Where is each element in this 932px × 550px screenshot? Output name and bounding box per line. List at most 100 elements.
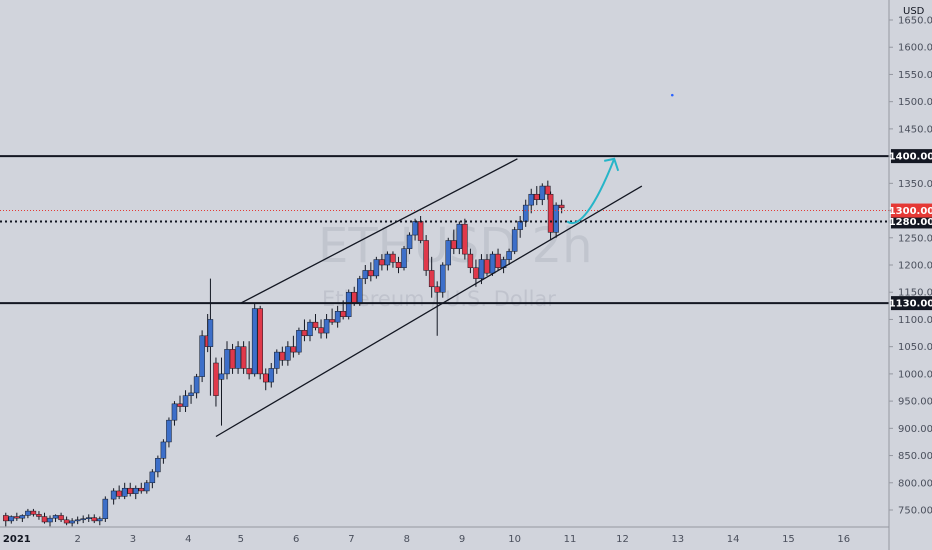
candle: [445, 237, 452, 271]
candle: [257, 305, 263, 380]
candle-body: [301, 330, 308, 337]
candle: [495, 248, 501, 271]
price-tag-label: 1400.00: [889, 152, 932, 163]
x-tick-label: 13: [671, 534, 684, 545]
candle: [58, 512, 64, 522]
candle: [362, 265, 369, 285]
candle-body: [434, 286, 440, 293]
candle-body: [52, 515, 59, 519]
candle-body: [199, 335, 205, 377]
y-tick-label: 1050.00: [898, 342, 932, 353]
candle-body: [290, 346, 297, 353]
channel-trendline[interactable]: [240, 158, 518, 304]
candle: [207, 278, 214, 396]
candle-body: [166, 419, 172, 443]
candle: [155, 455, 161, 478]
candle: [97, 516, 103, 526]
candle-body: [193, 376, 200, 394]
candle-body: [138, 487, 145, 492]
candle-body: [340, 311, 346, 317]
candle: [384, 251, 391, 271]
candle-body: [473, 267, 479, 279]
trendlines-layer: [215, 158, 643, 438]
candle: [484, 254, 490, 276]
candle-body: [19, 515, 26, 519]
x-tick-label: 9: [459, 534, 465, 545]
candle-body: [41, 516, 48, 523]
candle-body: [149, 471, 156, 484]
candle: [345, 289, 352, 320]
candle: [279, 346, 286, 366]
candle-body: [240, 346, 247, 369]
candle: [478, 254, 485, 285]
marker-dot: [670, 93, 674, 97]
candle-body: [495, 253, 501, 268]
candle: [133, 485, 139, 500]
y-tick-label: 1350.00: [898, 179, 932, 190]
candle: [229, 343, 236, 374]
x-tick-label: 10: [508, 534, 521, 545]
y-tick-label: 1500.00: [898, 97, 932, 108]
x-tick-label: 11: [564, 534, 577, 545]
candle-body: [133, 487, 139, 494]
candle-body: [511, 229, 518, 252]
candle: [41, 512, 48, 524]
x-tick-label: 7: [348, 534, 354, 545]
price-tag-bg: [891, 214, 932, 229]
y-tick-label: 750.00: [898, 506, 932, 517]
projection-arrow[interactable]: [566, 158, 616, 224]
candle: [368, 262, 374, 282]
y-tick-label: 1150.00: [898, 288, 932, 299]
candle-body: [539, 185, 546, 200]
candle-body: [558, 204, 565, 209]
candle: [14, 512, 20, 521]
candle-body: [85, 517, 92, 519]
time-axis[interactable]: 2021 2 3 4 5 6 7 8 9 10 11 12 13 14 15 16: [3, 534, 850, 545]
candle: [138, 482, 145, 494]
candle-body: [8, 516, 15, 522]
candle: [110, 488, 117, 505]
candle: [25, 508, 31, 519]
candle-body: [451, 240, 457, 249]
candle: [456, 221, 463, 255]
price-tag: 1400.00: [889, 149, 932, 164]
candle-body: [329, 319, 335, 323]
candle: [262, 368, 269, 391]
candle-body: [439, 264, 446, 293]
candle: [218, 357, 225, 426]
candle-body: [384, 253, 391, 266]
candle: [91, 514, 98, 524]
candle: [246, 341, 252, 380]
y-tick-label: 1650.00: [898, 16, 932, 27]
candle-body: [506, 251, 512, 260]
candle: [224, 341, 230, 380]
candle-body: [334, 311, 341, 323]
levels-layer: [0, 155, 889, 305]
candle: [85, 514, 92, 522]
candle-body: [25, 510, 31, 516]
x-tick-label: 15: [782, 534, 795, 545]
price-tag-bg: [891, 203, 932, 218]
candle-body: [357, 278, 363, 304]
price-tag: 1300.00: [889, 203, 932, 218]
candle-body: [428, 270, 435, 288]
candle: [467, 248, 474, 274]
price-tag-label: 1280.00: [889, 217, 932, 228]
candle-body: [262, 373, 269, 383]
candle-body: [110, 490, 117, 500]
candle: [506, 248, 512, 265]
candle-body: [528, 193, 534, 206]
candle: [323, 314, 330, 339]
candle-body: [116, 490, 122, 497]
price-tag-bg: [891, 149, 932, 164]
x-tick-label: 2021: [3, 534, 31, 545]
candle: [171, 401, 178, 426]
candle: [406, 232, 413, 255]
projection-layer: [566, 93, 674, 224]
channel-trendline[interactable]: [215, 185, 643, 438]
candle-body: [368, 270, 374, 277]
candle-body: [312, 321, 319, 328]
x-tick-label: 16: [837, 534, 850, 545]
